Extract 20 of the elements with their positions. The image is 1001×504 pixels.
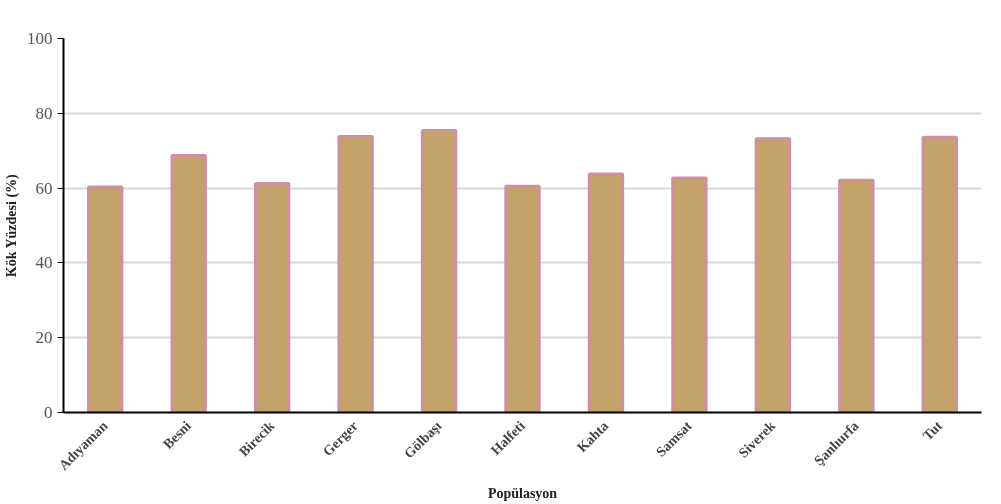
bar <box>671 176 708 413</box>
y-tick-label: 60 <box>35 178 53 198</box>
y-axis-title: Kök Yüzdesi (%) <box>4 173 20 278</box>
bar <box>337 134 374 413</box>
y-tick-label: 100 <box>27 29 53 48</box>
y-tick-label: 40 <box>35 253 53 273</box>
bar <box>87 185 124 413</box>
bar <box>170 154 207 413</box>
y-tick-label: 20 <box>35 328 53 348</box>
bar <box>921 135 958 413</box>
x-tick-label: Tut <box>919 417 946 444</box>
bar <box>253 182 291 413</box>
x-axis-title: Popülasyon <box>487 486 558 502</box>
y-tick-label: 0 <box>44 403 53 422</box>
y-tick-label: 80 <box>35 103 53 123</box>
bar <box>754 137 792 413</box>
bar <box>587 172 625 413</box>
bar <box>838 178 875 413</box>
bar <box>504 184 541 413</box>
bar <box>420 129 458 413</box>
